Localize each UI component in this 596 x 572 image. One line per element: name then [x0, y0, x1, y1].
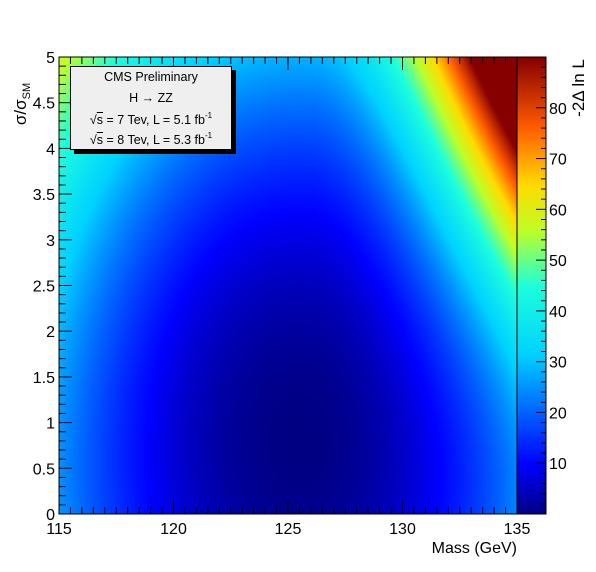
- y-tick-label: 2: [46, 324, 55, 341]
- x-tick-label: 135: [504, 521, 531, 538]
- z-tick-label: 50: [549, 253, 567, 270]
- x-axis: 115 120 125 130 135: [46, 57, 530, 538]
- y-axis-label: σ/σSM: [11, 83, 33, 125]
- y-tick-label: 1: [46, 416, 55, 433]
- y-tick-label: 0.5: [33, 461, 55, 478]
- z-tick-label: 60: [549, 202, 567, 219]
- z-tick-label: 80: [549, 101, 567, 118]
- y-tick-label: 2.5: [33, 279, 55, 296]
- y-tick-label: 0: [46, 507, 55, 524]
- sqrt-icon: √: [89, 133, 97, 147]
- x-tick-label: 125: [275, 521, 302, 538]
- legend-run2: √s = 8 Tev, L = 5.3 fb-1: [89, 131, 213, 147]
- color-scale-bar: [517, 57, 546, 514]
- legend-channel: H → ZZ: [129, 91, 173, 105]
- z-tick-label: 20: [549, 405, 567, 422]
- x-tick-label: 115: [46, 521, 72, 538]
- z-tick-label: 70: [549, 152, 567, 169]
- color-bar-border: [516, 56, 547, 515]
- z-axis: 10 20 30 40 50 60 70 80: [536, 66, 567, 505]
- legend-experiment: CMS Preliminary: [104, 70, 198, 84]
- legend-box: CMS Preliminary H → ZZ √s = 7 Tev, L = 5…: [70, 66, 232, 150]
- y-tick-label: 4: [46, 141, 55, 158]
- x-axis-label: Mass (GeV): [432, 540, 517, 557]
- y-tick-label: 3: [46, 233, 55, 250]
- x-tick-label: 130: [389, 521, 416, 538]
- y-tick-label: 1.5: [33, 370, 55, 387]
- z-tick-label: 40: [549, 304, 567, 321]
- legend-run1: √s = 7 Tev, L = 5.1 fb-1: [89, 111, 213, 127]
- y-tick-label: 3.5: [33, 187, 55, 204]
- x-tick-label: 120: [160, 521, 187, 538]
- y-axis: 0 0.5 1 1.5 2 2.5 3 3.5 4 4.5 5: [33, 50, 72, 524]
- z-tick-label: 10: [549, 456, 567, 473]
- y-tick-label: 5: [46, 50, 55, 67]
- z-axis-label: -2Δ ln L: [569, 59, 588, 117]
- y-tick-label: 4.5: [33, 96, 55, 113]
- sqrt-icon: √: [89, 113, 97, 127]
- z-tick-label: 30: [549, 355, 567, 372]
